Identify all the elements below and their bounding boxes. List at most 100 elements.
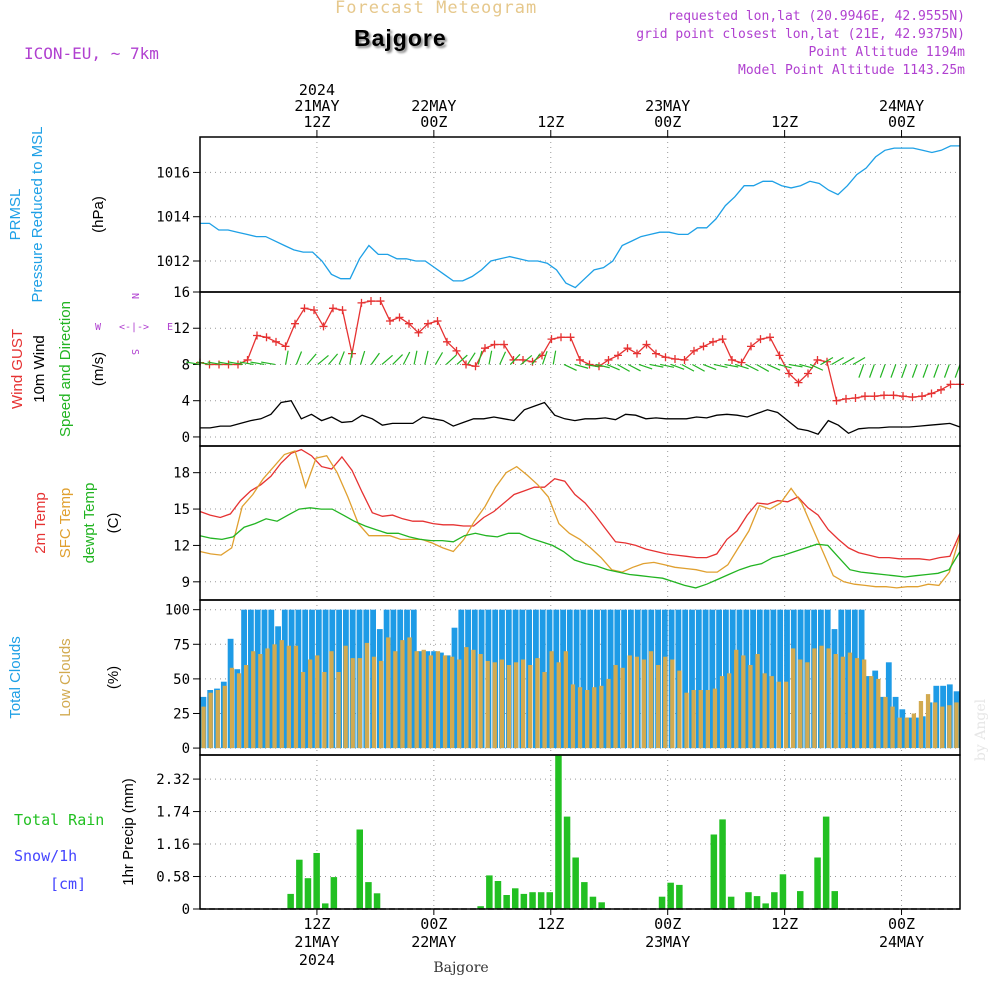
bar-total-rain	[710, 834, 718, 909]
gust-marker	[310, 306, 318, 315]
bar-total-clouds	[777, 609, 784, 749]
wind-direction-arrow	[186, 361, 201, 366]
compass-west: W	[95, 322, 102, 333]
bar-low-clouds	[407, 637, 412, 749]
bar-total-clouds	[743, 609, 750, 749]
top-time-label: 00Z	[654, 113, 681, 131]
side-label: Pressure Reduced to MSL	[29, 127, 46, 303]
bar-total-clouds	[879, 696, 885, 749]
wind-direction-arrow	[595, 363, 610, 369]
bar-total-rain	[814, 857, 821, 909]
wind-direction-arrow	[509, 353, 521, 365]
bar-total-clouds	[281, 609, 288, 749]
gust-marker	[661, 353, 670, 362]
side-label: (C)	[105, 513, 122, 534]
wind-direction-arrow	[261, 361, 276, 366]
wind-direction-arrow	[841, 356, 855, 365]
bar-total-rain	[494, 881, 502, 909]
bar-total-rain	[831, 891, 838, 909]
bar-total-clouds	[756, 609, 763, 749]
wind-direction-arrow	[788, 363, 803, 368]
gust-marker	[471, 362, 480, 371]
bar-low-clouds	[215, 690, 220, 749]
gust-marker	[671, 355, 679, 364]
y-tick-label: 1012	[156, 254, 190, 270]
gust-marker	[870, 392, 879, 401]
bar-low-clouds	[577, 687, 583, 749]
bar-total-clouds	[404, 609, 410, 749]
bar-low-clouds	[641, 659, 647, 749]
wind-direction-arrow	[627, 363, 641, 372]
y-tick-label: 12	[173, 321, 190, 337]
gust-marker	[728, 355, 736, 364]
gust-marker	[756, 335, 765, 344]
bar-low-clouds	[300, 672, 306, 749]
side-label: (%)	[105, 666, 122, 689]
bar-low-clouds	[663, 656, 668, 748]
y-tick-label: 12	[173, 538, 190, 554]
bar-total-rain	[762, 903, 769, 909]
wind-direction-arrow	[911, 364, 918, 378]
point-altitude: Point Altitude 1194m	[808, 45, 965, 60]
bar-low-clouds	[570, 684, 576, 749]
bar-low-clouds	[677, 670, 682, 749]
bar-low-clouds	[279, 640, 284, 748]
top-time-label: 12Z	[771, 113, 798, 131]
y-tick-label: 0	[182, 430, 190, 446]
bar-total-clouds	[295, 609, 302, 749]
bar-total-clouds	[587, 609, 594, 749]
panel-precip: 0 0.58 1.16 1.74 2.32 1hr Precip (mm) Total Ra…	[14, 754, 961, 918]
gust-marker	[414, 328, 423, 337]
wind-direction-arrow	[467, 352, 476, 365]
y-tick-label: 25	[173, 706, 190, 722]
bar-total-clouds	[451, 627, 458, 749]
bar-low-clouds	[613, 665, 618, 748]
wind-direction-arrow	[359, 350, 366, 365]
bar-low-clouds	[521, 659, 526, 749]
panel-frame	[199, 291, 961, 447]
gust-marker	[775, 351, 784, 360]
bar-low-clouds	[748, 665, 753, 748]
bar-low-clouds	[293, 645, 299, 749]
bar-low-clouds	[442, 655, 448, 749]
gust-marker	[842, 394, 850, 403]
bar-total-clouds	[682, 609, 689, 749]
wind-direction-arrow	[477, 350, 483, 365]
bar-low-clouds	[421, 649, 426, 749]
bar-total-clouds	[573, 609, 580, 749]
bar-low-clouds	[826, 648, 831, 748]
bar-total-clouds	[750, 609, 756, 749]
gust-marker	[395, 313, 404, 322]
bar-total-rain	[529, 892, 536, 909]
bar-total-clouds	[736, 609, 743, 749]
y-tick-label: 2.32	[156, 772, 190, 788]
wind-direction-arrow	[434, 352, 444, 365]
wind-direction-arrow	[445, 354, 457, 365]
gust-marker	[937, 385, 945, 394]
bar-low-clouds	[528, 665, 533, 748]
side-label: PRMSL	[7, 189, 24, 241]
gust-marker	[490, 340, 499, 349]
gust-marker	[633, 349, 641, 358]
bar-low-clouds	[783, 681, 789, 749]
bar-total-rain	[486, 875, 493, 909]
bar-total-rain	[572, 857, 579, 909]
wind-direction-arrow	[488, 350, 493, 365]
bar-low-clouds	[336, 672, 341, 749]
bar-total-clouds	[275, 626, 281, 749]
bar-low-clouds	[769, 676, 774, 749]
side-label: 1hr Precip (mm)	[120, 778, 137, 886]
gust-marker	[785, 369, 793, 378]
legend-snow: Snow/1h	[14, 847, 77, 865]
bottom-time-label: 2024	[299, 951, 335, 969]
bar-low-clouds	[904, 717, 909, 748]
bar-total-rain	[365, 882, 372, 909]
gust-marker	[899, 392, 907, 401]
bar-low-clouds	[563, 651, 568, 749]
gust-marker	[424, 319, 432, 328]
bar-low-clouds	[940, 706, 945, 749]
gust-marker	[300, 304, 309, 313]
bar-low-clouds	[585, 690, 590, 749]
